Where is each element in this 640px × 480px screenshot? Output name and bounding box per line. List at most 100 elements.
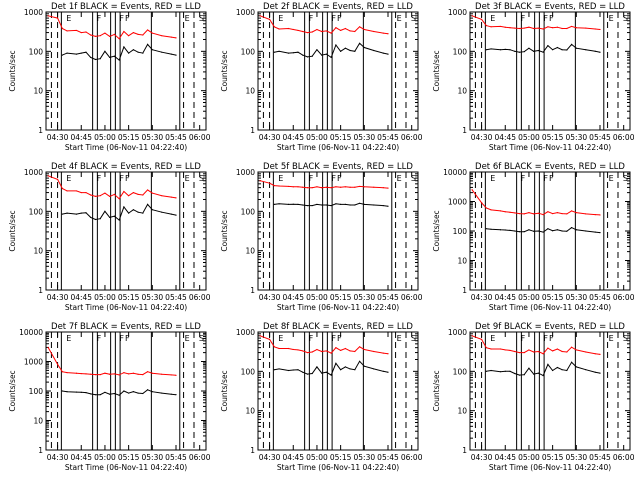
y-tick-label: 1000 [236, 8, 255, 17]
events-point [321, 54, 323, 56]
lld-point [311, 351, 313, 353]
events-point [340, 203, 342, 206]
lld-point [47, 346, 49, 349]
flag-label: F [309, 174, 314, 183]
events-point [599, 232, 601, 234]
lld-point [340, 186, 342, 188]
flag-label: S [623, 334, 628, 343]
lld-point [161, 195, 163, 197]
events-point [75, 53, 78, 55]
lld-point [316, 348, 318, 351]
events-point [556, 46, 558, 49]
lld-point [123, 372, 125, 374]
lld-point [542, 353, 544, 355]
lld-point [518, 212, 521, 215]
events-point [358, 202, 361, 204]
lld-point [61, 27, 63, 30]
lld-point [344, 186, 346, 188]
lld-point [499, 25, 502, 28]
x-tick-label: 04:45 [282, 293, 304, 302]
events-point [533, 373, 535, 375]
events-point [85, 392, 87, 394]
events-point [61, 213, 63, 215]
x-axis-label: Start Time (06-Nov-11 04:22:40) [489, 143, 611, 152]
events-point [151, 49, 153, 51]
events-point [575, 229, 577, 231]
x-tick-label: 05:45 [165, 293, 187, 302]
flag-label: E [490, 334, 495, 343]
y-tick-label: 1000 [24, 168, 43, 177]
lld-point [85, 31, 87, 33]
events-point [523, 374, 525, 376]
lld-series-line [471, 335, 601, 355]
plot-frame [469, 11, 631, 131]
lld-point [175, 197, 177, 199]
x-tick-label: 04:45 [494, 133, 516, 142]
lld-point [528, 26, 530, 28]
panel-title: Det 9f BLACK = Events, RED = LLD [475, 322, 625, 332]
lld-point [523, 27, 525, 29]
x-tick-label: 05:30 [142, 133, 164, 142]
events-point [302, 371, 304, 373]
lld-point [485, 207, 487, 209]
lld-point [170, 374, 172, 376]
events-point [90, 216, 92, 219]
flag-label: E [185, 14, 190, 23]
x-tick-label: 05:15 [330, 453, 352, 462]
events-series-line [274, 202, 389, 207]
x-tick-label: 05:00 [518, 453, 540, 462]
events-point [547, 363, 549, 366]
lld-point [137, 33, 139, 35]
events-point [161, 211, 163, 213]
y-axis-label: Counts/sec [432, 50, 441, 91]
events-point [99, 394, 101, 396]
events-point [552, 49, 554, 51]
lld-point [90, 34, 92, 36]
events-point [570, 227, 573, 229]
events-point [146, 203, 149, 206]
lld-point [278, 28, 280, 30]
lld-point [480, 18, 483, 20]
events-point [175, 54, 177, 56]
lld-point [594, 28, 596, 30]
events-point [585, 230, 587, 232]
y-axis-label: Counts/sec [220, 370, 229, 411]
plot-frame [45, 331, 207, 451]
events-point [306, 204, 309, 207]
lld-point [349, 350, 351, 352]
lld-point [278, 185, 280, 187]
flag-label: F [521, 14, 526, 23]
lld-point [137, 193, 139, 195]
y-tick-label: 100 [29, 387, 44, 396]
lld-point [330, 352, 332, 354]
events-point [66, 391, 68, 393]
y-tick-label: 1000 [24, 8, 43, 17]
x-tick-label: 05:00 [94, 293, 116, 302]
lld-point [175, 37, 177, 39]
events-point [75, 391, 78, 393]
lld-point [585, 213, 587, 215]
lld-point [104, 32, 106, 34]
flag-label: S [199, 174, 204, 183]
lld-series-line [471, 15, 601, 30]
lld-point [259, 335, 261, 337]
lld-point [297, 349, 299, 351]
events-point [132, 209, 134, 211]
lld-point [485, 347, 487, 349]
lld-point [566, 351, 568, 353]
events-point [354, 204, 356, 206]
events-point [537, 230, 540, 232]
events-point [504, 229, 506, 231]
events-point [528, 47, 530, 49]
events-point [349, 368, 351, 370]
lld-point [566, 27, 568, 30]
lld-point [373, 350, 375, 353]
events-series-line [486, 361, 601, 377]
flag-label: E [278, 174, 283, 183]
events-point [311, 204, 313, 207]
lld-point [146, 189, 149, 191]
events-point [325, 53, 328, 55]
y-tick-label: 1000 [236, 168, 255, 177]
events-point [552, 230, 554, 232]
